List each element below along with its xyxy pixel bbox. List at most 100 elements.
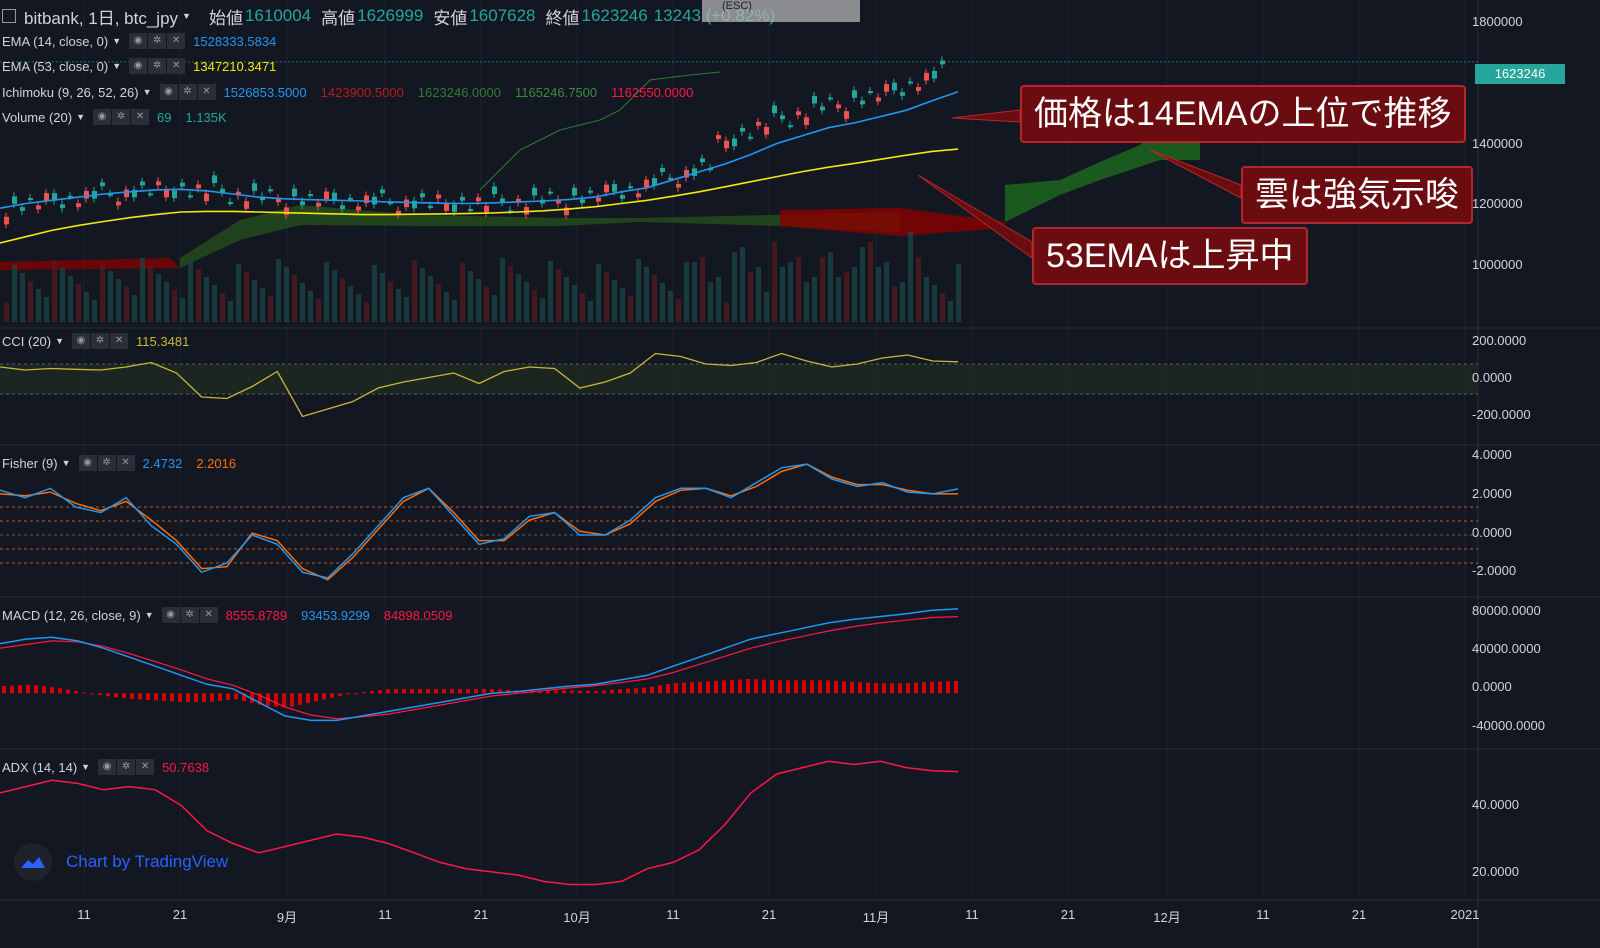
gear-icon[interactable]: ✲ [91,333,110,349]
cci-tick: 0.0000 [1472,370,1512,385]
gear-icon[interactable]: ✲ [180,607,199,623]
macd-histogram-bar [170,693,174,702]
eye-icon[interactable]: ◉ [129,33,148,49]
macd-histogram-bar [954,680,958,694]
close-icon[interactable]: ✕ [167,58,186,74]
symbol-header: bitbank, 1日, btc_jpy ▼ 始値 1610004 高値 16269… [2,4,775,28]
gear-icon[interactable]: ✲ [117,759,136,775]
close-icon[interactable]: ✕ [110,333,129,349]
macd-histogram-bar [522,690,526,694]
candle-body [868,90,873,93]
legend-macd[interactable]: MACD (12, 26, close, 9) ▼ ◉ ✲ ✕ 8555.8789 9… [2,605,466,625]
chevron-down-icon[interactable]: ▼ [112,36,122,46]
ichimoku-cloud-bullish [180,205,900,268]
time-tick: 21 [172,907,188,922]
volume-bar [140,258,145,322]
candle-body [788,125,793,128]
tradingview-logo-icon [14,843,52,881]
close-icon[interactable]: ✕ [131,109,150,125]
macd-histogram-bar [802,680,806,694]
chevron-down-icon[interactable]: ▼ [55,336,65,346]
candle-body [68,195,73,198]
legend-ichimoku[interactable]: Ichimoku (9, 26, 52, 26) ▼ ◉ ✲ ✕ 1526853.50… [2,82,707,102]
time-tick: 21 [761,907,777,922]
macd-histogram-bar [770,680,774,694]
chevron-down-icon[interactable]: ▼ [76,112,86,122]
candle-body [356,206,361,211]
candle-body [924,72,929,81]
volume-bar [412,260,417,322]
macd-histogram-bar [794,680,798,694]
collapse-icon[interactable] [2,9,16,23]
candle-body [820,106,825,111]
macd-histogram-bar [202,693,206,702]
chevron-down-icon[interactable]: ▼ [142,87,152,97]
close-icon[interactable]: ✕ [116,455,135,471]
legend-cci[interactable]: CCI (20) ▼ ◉ ✲ ✕ 115.3481 [2,331,203,351]
volume-bar [500,258,505,322]
eye-icon[interactable]: ◉ [93,109,112,125]
close-icon[interactable]: ✕ [197,84,216,100]
candle-body [156,181,161,186]
volume-bar [524,282,529,322]
time-tick: 11 [1256,907,1270,922]
close-icon[interactable]: ✕ [136,759,155,775]
candle-body [852,90,857,98]
eye-icon[interactable]: ◉ [129,58,148,74]
macd-tick: -40000.0000 [1472,718,1546,733]
macd-histogram-bar [18,685,22,694]
candle-body [340,205,345,210]
chevron-down-icon[interactable]: ▼ [61,458,71,468]
candle-body [20,207,25,211]
candle-body [428,205,433,208]
symbol-title[interactable]: bitbank, 1日, btc_jpy [24,8,179,28]
gear-icon[interactable]: ✲ [148,33,167,49]
macd-histogram-bar [322,693,326,700]
gear-icon[interactable]: ✲ [178,84,197,100]
macd-line-value: 93453.9299 [301,607,370,623]
legend-adx[interactable]: ADX (14, 14) ▼ ◉ ✲ ✕ 50.7638 [2,757,223,777]
candle-body [732,138,737,147]
eye-icon[interactable]: ◉ [161,607,180,623]
legend-ema53[interactable]: EMA (53, close, 0) ▼ ◉ ✲ ✕ 1347210.3471 [2,56,290,76]
volume-bar [172,290,177,322]
gear-icon[interactable]: ✲ [97,455,116,471]
volume-bar [396,289,401,322]
chevron-down-icon[interactable]: ▼ [112,61,122,71]
candle-body [268,189,273,192]
candle-body [444,203,449,211]
ichimoku-lagging: 1623246.0000 [417,84,501,100]
volume-bar [132,295,137,322]
volume-bar [708,282,713,322]
eye-icon[interactable]: ◉ [98,759,117,775]
chevron-down-icon[interactable]: ▼ [144,610,154,620]
chevron-down-icon[interactable]: ▼ [182,11,191,21]
candle-body [884,84,889,92]
volume-bar [492,295,497,322]
legend-fisher[interactable]: Fisher (9) ▼ ◉ ✲ ✕ 2.4732 2.2016 [2,453,250,473]
macd-histogram-bar [658,685,662,694]
eye-icon[interactable]: ◉ [78,455,97,471]
candle-body [388,202,393,205]
close-icon[interactable]: ✕ [167,33,186,49]
close-icon[interactable]: ✕ [199,607,218,623]
legend-volume[interactable]: Volume (20) ▼ ◉ ✲ ✕ 69 1.135K [2,107,241,127]
macd-histogram-bar [490,688,494,694]
eye-icon[interactable]: ◉ [159,84,178,100]
tradingview-branding[interactable]: Chart by TradingView [14,843,228,881]
eye-icon[interactable]: ◉ [72,333,91,349]
macd-histogram-bar [346,693,350,695]
candle-body [484,205,489,214]
candle-body [796,111,801,116]
legend-ema14[interactable]: EMA (14, close, 0) ▼ ◉ ✲ ✕ 1528333.5834 [2,31,290,51]
gear-icon[interactable]: ✲ [112,109,131,125]
chevron-down-icon[interactable]: ▼ [81,762,91,772]
gear-icon[interactable]: ✲ [148,58,167,74]
macd-histogram-bar [146,693,150,700]
time-tick: 21 [473,907,489,922]
legend-ema53-name: EMA (53, close, 0) [2,58,109,74]
macd-histogram-bar [914,682,918,694]
esc-hint[interactable]: (ESC) [702,0,860,22]
volume-bar [956,264,961,322]
